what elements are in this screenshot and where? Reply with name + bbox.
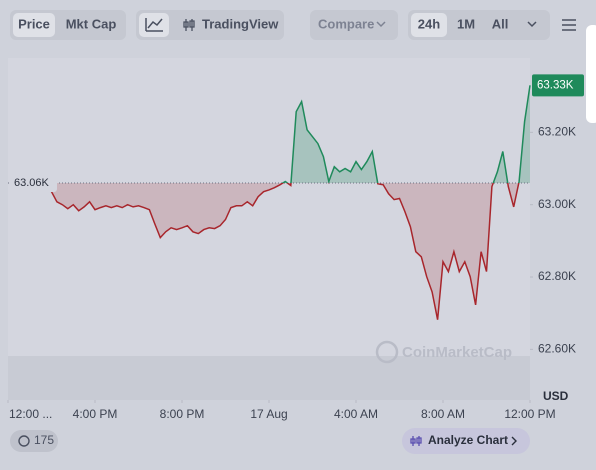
analyze-label[interactable]: Analyze Chart <box>428 433 508 447</box>
badge[interactable] <box>10 430 58 452</box>
compare-button[interactable] <box>310 10 398 40</box>
candle-icon <box>183 19 195 31</box>
line-icon <box>145 18 163 32</box>
y-tick-label: 63.00K <box>538 197 576 211</box>
analyze-button[interactable] <box>402 428 530 454</box>
volume-area <box>8 356 530 400</box>
range[interactable]: All <box>492 16 509 31</box>
price-tag <box>532 74 584 97</box>
tradingview-tab[interactable]: TradingView <box>202 16 279 31</box>
line-mode[interactable] <box>139 13 169 37</box>
chevron <box>511 436 517 446</box>
compare-label[interactable]: Compare <box>318 16 374 31</box>
badge-count[interactable]: 175 <box>34 433 54 447</box>
tab[interactable]: Price <box>18 16 50 31</box>
y-tick-label: 63.20K <box>538 125 576 139</box>
settings-icon[interactable] <box>562 19 576 31</box>
x-tick-label: 4:00 PM <box>73 407 118 421</box>
price-line-down <box>43 182 520 320</box>
y-tick-label: 62.80K <box>538 269 576 283</box>
baseline-tag <box>9 173 57 192</box>
x-tick-label: 8:00 PM <box>160 407 205 421</box>
history-icon <box>18 435 30 447</box>
area-down <box>35 182 530 320</box>
x-tick-label: 17 Aug <box>250 407 287 421</box>
y-axis-unit: USD <box>543 389 569 403</box>
range-more[interactable] <box>527 21 537 28</box>
analyze-icon <box>410 436 422 446</box>
x-tick-label: 4:00 AM <box>334 407 378 421</box>
x-tick-label: 12:00 ... <box>9 407 52 421</box>
tab[interactable]: Mkt Cap <box>66 16 117 31</box>
range-active[interactable] <box>411 13 447 37</box>
baseline-label: 63.06K <box>14 177 50 189</box>
price-tag-label: 63.33K <box>537 79 574 91</box>
watermark: CoinMarketCap <box>402 344 512 361</box>
mode-tabs <box>136 10 284 40</box>
watermark-logo <box>375 340 399 364</box>
range[interactable]: 1M <box>457 16 475 31</box>
range[interactable]: 24h <box>418 16 440 31</box>
tab-active[interactable] <box>13 13 55 37</box>
y-tick-label: 62.60K <box>538 342 576 356</box>
plot: CoinMarketCap 63.20K 63.00K 62.80K 62.60K USD… <box>7 74 584 421</box>
x-tick-label: 8:00 AM <box>421 407 465 421</box>
x-tick-label: 12:00 PM <box>504 407 555 421</box>
side-panel <box>586 25 596 123</box>
plot-area <box>8 58 530 400</box>
chevron <box>376 21 386 28</box>
